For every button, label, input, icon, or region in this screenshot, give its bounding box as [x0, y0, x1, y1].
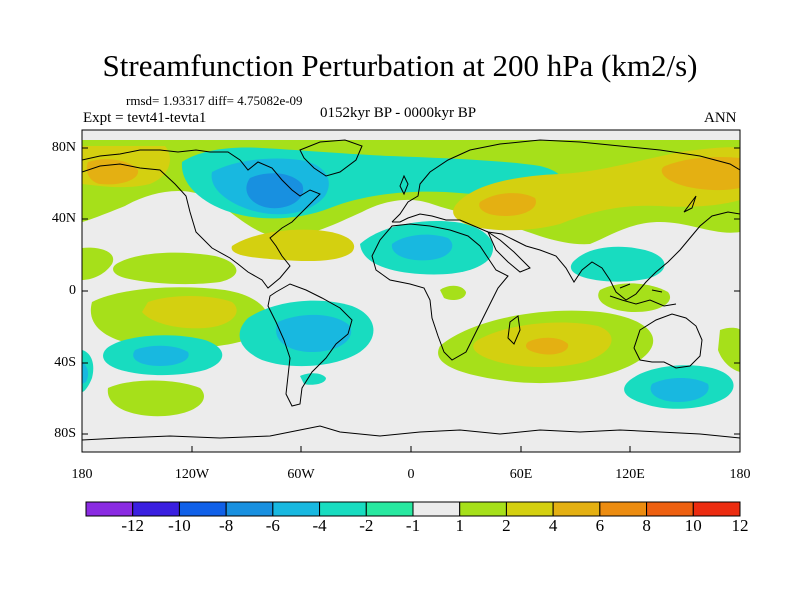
lat-label-0: 0	[69, 283, 76, 298]
colorbar-label: -10	[168, 516, 191, 535]
contour-siberia-high-inner	[479, 193, 536, 216]
contour-pacific-high-inner	[661, 156, 740, 191]
colorbar-label: 6	[595, 516, 605, 535]
coast-indonesia	[609, 283, 677, 307]
contour-africa-low-inner	[391, 234, 453, 261]
colorbar-box	[459, 501, 507, 517]
colorbar-label: 8	[642, 516, 651, 535]
coast-north-america	[82, 149, 321, 289]
colorbar-label: 10	[684, 516, 702, 535]
colorbar-box	[225, 501, 274, 517]
colorbar-label: -4	[312, 516, 327, 535]
coast-madagascar	[507, 315, 521, 345]
lon-label-180e: 180	[729, 467, 751, 482]
coast-eurasia	[391, 139, 740, 301]
lon-label-180w: 180	[71, 467, 93, 482]
coast-africa	[371, 223, 509, 361]
coast-antarctica	[82, 425, 740, 441]
colorbar	[85, 501, 741, 517]
chart-title: Streamfunction Perturbation at 200 hPa (…	[102, 48, 698, 83]
period-label: 0152kyr BP - 0000kyr BP	[320, 105, 477, 121]
colorbar-box	[646, 501, 694, 517]
colorbar-label: 1	[455, 516, 464, 535]
contour-se-pacific-low	[300, 373, 326, 385]
colorbar-box	[319, 501, 367, 517]
coast-arabia	[486, 230, 531, 273]
coast-australia	[633, 313, 703, 369]
colorbar-label: -1	[405, 516, 421, 535]
colorbar-box	[132, 501, 180, 517]
contour-atlantic-high	[231, 229, 355, 262]
lat-label-40n: 40N	[51, 211, 76, 226]
lat-label-40s: 40S	[54, 355, 76, 370]
lon-label-120e: 120E	[615, 467, 645, 482]
contour-field	[82, 130, 740, 452]
coast-japan	[683, 195, 697, 213]
contour-south-indian-high-core	[525, 337, 569, 355]
coastlines	[82, 139, 740, 441]
colorbar-box	[272, 501, 321, 517]
colorbar-label: 4	[548, 516, 558, 535]
contour-sh-west-low-inner	[82, 362, 89, 384]
contour-westpac	[598, 283, 671, 312]
season-label: ANN	[704, 110, 737, 126]
colorbar-box	[365, 501, 414, 517]
contour-sh-pacific-high-inner	[142, 296, 237, 329]
lon-label-120w: 120W	[174, 467, 210, 482]
coast-uk	[399, 174, 409, 196]
colorbar-box	[692, 501, 741, 517]
lon-label-60w: 60W	[287, 467, 315, 482]
lat-label-80n: 80N	[51, 140, 76, 155]
contour-canada-low-core	[246, 173, 304, 209]
lon-label-60e: 60E	[509, 467, 533, 482]
contour-pacific-low-inner	[133, 345, 189, 366]
colorbar-label: -2	[359, 516, 374, 535]
colorbar-label: 12	[731, 516, 749, 535]
axis-ticks	[81, 147, 741, 452]
experiment-label: Expt = tevt41-tevta1	[83, 110, 207, 126]
contour-south-america-low-inner	[276, 314, 352, 352]
contour-australia-low-inner	[650, 378, 709, 402]
contour-indian-low	[570, 246, 665, 282]
contour-caribbean	[113, 252, 237, 285]
coast-greenland	[299, 139, 363, 177]
lon-label-0: 0	[407, 467, 415, 482]
colorbar-box	[552, 501, 601, 517]
contour-sh-west-high	[107, 380, 204, 417]
contour-east-pacific-south	[718, 327, 740, 372]
contour-gulf-guinea	[440, 285, 466, 300]
colorbar-box	[599, 501, 648, 517]
lat-label-80s: 80S	[54, 426, 76, 441]
contour-east-pacific	[82, 247, 114, 280]
colorbar-box	[505, 501, 554, 517]
colorbar-label: -8	[219, 516, 234, 535]
colorbar-box	[85, 501, 134, 517]
stats-line: rmsd= 1.93317 diff= 4.75082e-09	[126, 93, 303, 108]
colorbar-box	[178, 501, 227, 517]
colorbar-box	[412, 501, 461, 517]
colorbar-label: -6	[265, 516, 280, 535]
colorbar-label: 2	[502, 516, 511, 535]
colorbar-label: -12	[121, 516, 145, 535]
coast-south-america	[267, 283, 353, 407]
